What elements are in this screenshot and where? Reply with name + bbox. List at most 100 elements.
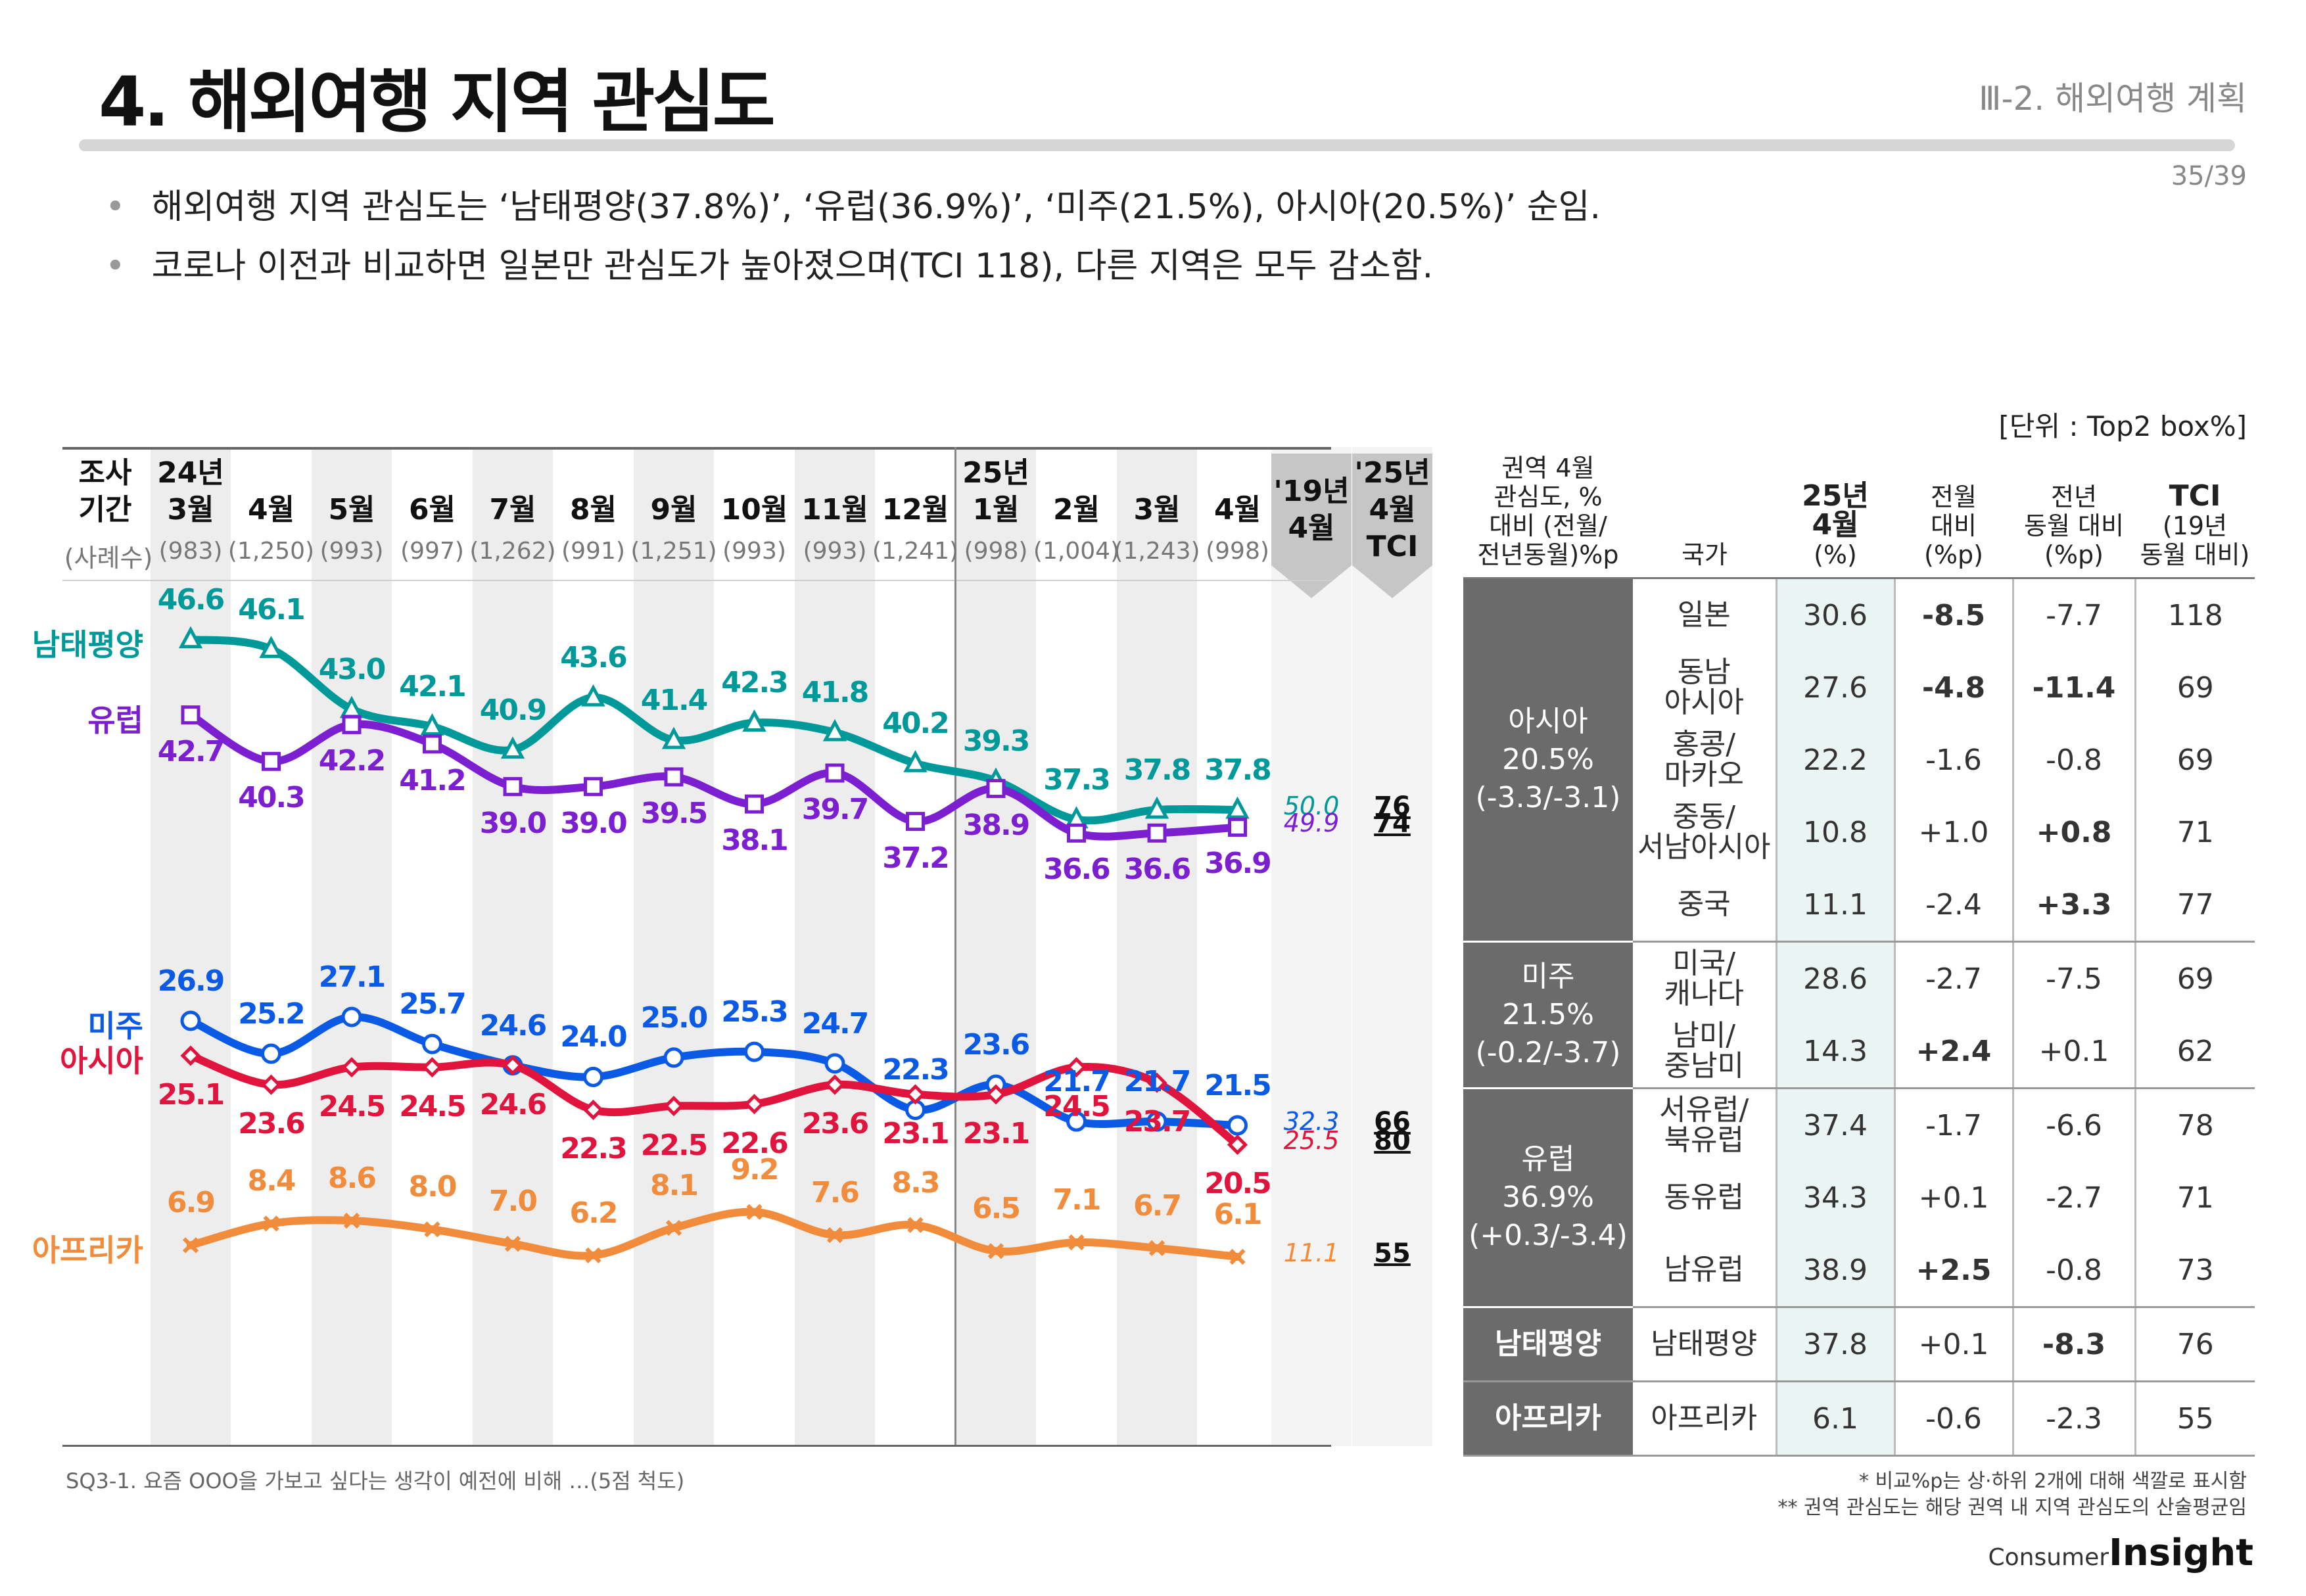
bullet-item: • 해외여행 지역 관심도는 ‘남태평양(37.8%)’, ‘유럽(36.9%)’…	[105, 187, 1601, 227]
sample-size: (983)	[158, 538, 223, 565]
country-cell: 중국	[1633, 868, 1777, 943]
month-label: 12월	[882, 493, 949, 527]
data-point	[584, 777, 603, 797]
data-label: 20.5	[1204, 1167, 1272, 1201]
tci-cell: 73	[2135, 1234, 2255, 1308]
mom-cell: -0.6	[1894, 1381, 2014, 1457]
month-label: 24년 3월	[157, 456, 224, 527]
unit-label: [단위 : Top2 box%]	[1998, 410, 2247, 442]
table-row: 홍콩/마카오 22.2 -1.6 -0.8 69	[1463, 724, 2255, 796]
header-current: 25년 4월 (%)	[1776, 454, 1894, 579]
country-cell: 남유럽	[1633, 1234, 1777, 1308]
region-cell: 남태평양	[1463, 1307, 1633, 1382]
data-label: 40.3	[238, 781, 306, 815]
country-cell: 남태평양	[1633, 1307, 1777, 1382]
current-value-cell: 30.6	[1776, 578, 1896, 651]
current-value-cell: 37.4	[1776, 1088, 1896, 1162]
period-row-label: 조사 기간	[78, 456, 132, 527]
column-band	[1352, 447, 1432, 1446]
sample-size: (1,251)	[630, 538, 717, 565]
column-band	[1271, 447, 1352, 1446]
country-cell: 미국/캐나다	[1633, 941, 1777, 1015]
mom-cell: +2.4	[1894, 1015, 2014, 1089]
month-label: 3월	[1133, 493, 1181, 527]
mom-cell: +0.1	[1894, 1162, 2014, 1234]
month-label: 4월	[247, 493, 295, 527]
data-label: 24.5	[318, 1089, 387, 1123]
data-label: 22.6	[721, 1126, 789, 1160]
current-value-cell: 6.1	[1776, 1381, 1896, 1457]
data-label: 36.6	[1043, 853, 1111, 887]
yoy-cell: -8.3	[2013, 1307, 2136, 1382]
header-tci: TCI (19년 동월 대비)	[2135, 454, 2255, 579]
series-label: 남태평양	[32, 626, 143, 663]
data-point	[986, 779, 1006, 799]
data-label: 42.2	[318, 744, 387, 778]
data-point	[504, 1236, 521, 1252]
data-label: 7.6	[811, 1176, 860, 1209]
month-label: 4월	[1213, 493, 1261, 527]
month-label: 2월	[1052, 493, 1100, 527]
yoy-cell: -0.8	[2013, 724, 2136, 796]
data-point	[502, 1055, 523, 1076]
data-label: 36.6	[1123, 853, 1192, 887]
data-label: 25.7	[399, 987, 467, 1021]
data-label: 37.8	[1123, 753, 1192, 787]
section-label: Ⅲ-2. 해외여행 계획	[1978, 80, 2247, 118]
country-cell: 남미/중남미	[1633, 1015, 1777, 1089]
current-value-cell: 10.8	[1776, 796, 1896, 868]
tci-value: 55	[1374, 1238, 1411, 1269]
data-label: 25.2	[238, 997, 306, 1031]
ref-2019-value: 49.9	[1283, 809, 1340, 838]
data-label: 24.7	[801, 1006, 870, 1041]
data-point	[1228, 817, 1247, 837]
series-label: 미주	[87, 1008, 143, 1044]
data-point	[985, 1084, 1006, 1105]
data-label: 8.1	[650, 1169, 699, 1202]
table-row: 남유럽 38.9 +2.5 -0.8 73	[1463, 1234, 2255, 1308]
data-point	[905, 1084, 926, 1105]
month-label: 7월	[489, 493, 536, 527]
table-row: 남미/중남미 14.3 +2.4 +0.1 62	[1463, 1015, 2255, 1089]
ref-2019-value: 25.5	[1283, 1126, 1340, 1156]
data-label: 24.6	[479, 1087, 548, 1121]
data-point	[825, 763, 845, 783]
data-label: 26.9	[157, 964, 225, 998]
data-label: 7.1	[1052, 1183, 1102, 1217]
yoy-cell: -0.8	[2013, 1234, 2136, 1308]
data-label: 23.1	[882, 1116, 950, 1150]
mom-cell: -2.7	[1894, 941, 2014, 1015]
month-label: 5월	[328, 493, 375, 527]
data-label: 6.7	[1133, 1188, 1182, 1223]
data-point	[500, 736, 525, 759]
tci-cell: 71	[2177, 815, 2214, 849]
data-label: 39.0	[560, 806, 628, 840]
sample-size: (1,243)	[1114, 538, 1200, 565]
data-point	[261, 1043, 281, 1064]
data-label: 21.7	[1043, 1065, 1111, 1099]
mom-cell: -2.4	[1894, 868, 2014, 943]
yoy-cell: -7.7	[2013, 578, 2136, 651]
header-chevron	[1352, 454, 1432, 598]
data-label: 8.0	[408, 1170, 458, 1204]
month-label: 8월	[569, 493, 617, 527]
sample-size: (1,262)	[469, 538, 556, 565]
data-label: 39.7	[801, 793, 870, 826]
data-point	[420, 713, 444, 736]
column-band	[473, 447, 553, 1446]
data-label: 39.0	[479, 806, 548, 840]
data-point	[262, 751, 281, 771]
data-point	[903, 750, 928, 772]
country-cell: 중동/서남아시아	[1633, 796, 1777, 868]
data-label: 6.1	[1213, 1198, 1263, 1231]
data-point	[661, 726, 686, 749]
data-point	[181, 705, 200, 725]
country-cell: 일본	[1633, 578, 1777, 651]
title-divider	[79, 139, 2235, 151]
chart-rule	[62, 1445, 1331, 1447]
data-label: 42.7	[157, 734, 225, 768]
table-row: 아프리카 아프리카 6.1 -0.6 -2.3 55	[1463, 1381, 2255, 1457]
country-cell: 아프리카	[1633, 1381, 1777, 1457]
tci-cell: 62	[2135, 1015, 2255, 1089]
data-point	[824, 1074, 845, 1095]
